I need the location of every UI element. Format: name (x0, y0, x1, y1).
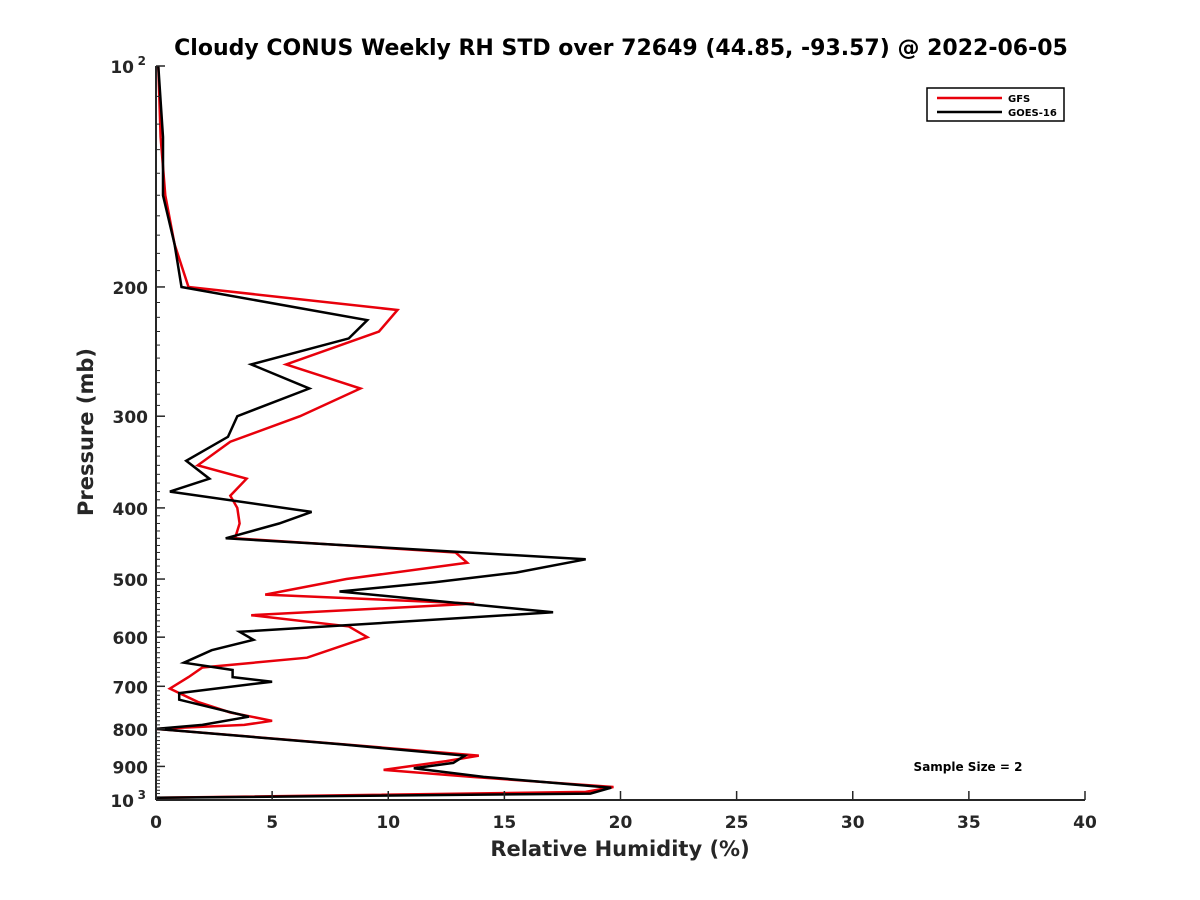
y-tick-label: 10 (110, 792, 134, 812)
y-tick-label-exponent: 2 (138, 54, 146, 68)
y-tick-label: 400 (113, 500, 149, 520)
legend-label: GOES-16 (1008, 108, 1057, 119)
series-line-goes-16 (155, 65, 612, 800)
x-tick-label: 10 (376, 813, 400, 833)
sample-size-annotation: Sample Size = 2 (914, 760, 1023, 774)
x-tick-label: 5 (266, 813, 278, 833)
y-tick-label: 700 (113, 678, 149, 698)
legend-label: GFS (1008, 94, 1030, 105)
x-tick-label: 25 (725, 813, 749, 833)
x-tick-label: 20 (609, 813, 633, 833)
y-axis-label: Pressure (mb) (74, 348, 98, 516)
y-tick-label: 600 (113, 629, 149, 649)
x-tick-label: 35 (957, 813, 981, 833)
y-tick-label-exponent: 3 (138, 788, 146, 802)
y-tick-label: 500 (113, 571, 149, 591)
x-tick-label: 0 (150, 813, 162, 833)
y-tick-label: 300 (113, 408, 149, 428)
y-tick-label: 800 (113, 721, 149, 741)
y-tick-label: 200 (113, 279, 149, 299)
y-tick-label: 10 (110, 58, 134, 78)
legend-box (926, 87, 1065, 122)
x-tick-label: 15 (493, 813, 517, 833)
legend: GFS GOES-16 (926, 87, 1065, 122)
x-tick-label: 40 (1073, 813, 1097, 833)
x-tick-label: 30 (841, 813, 865, 833)
plot-area: 0 5 10 15 20 25 30 35 40 10 2 200 300 400 500 600 700 800… (110, 54, 1097, 833)
x-axis-label: Relative Humidity (%) (490, 837, 749, 861)
chart-title: Cloudy CONUS Weekly RH STD over 72649 (4… (174, 36, 1068, 61)
y-tick-label: 900 (113, 758, 149, 778)
